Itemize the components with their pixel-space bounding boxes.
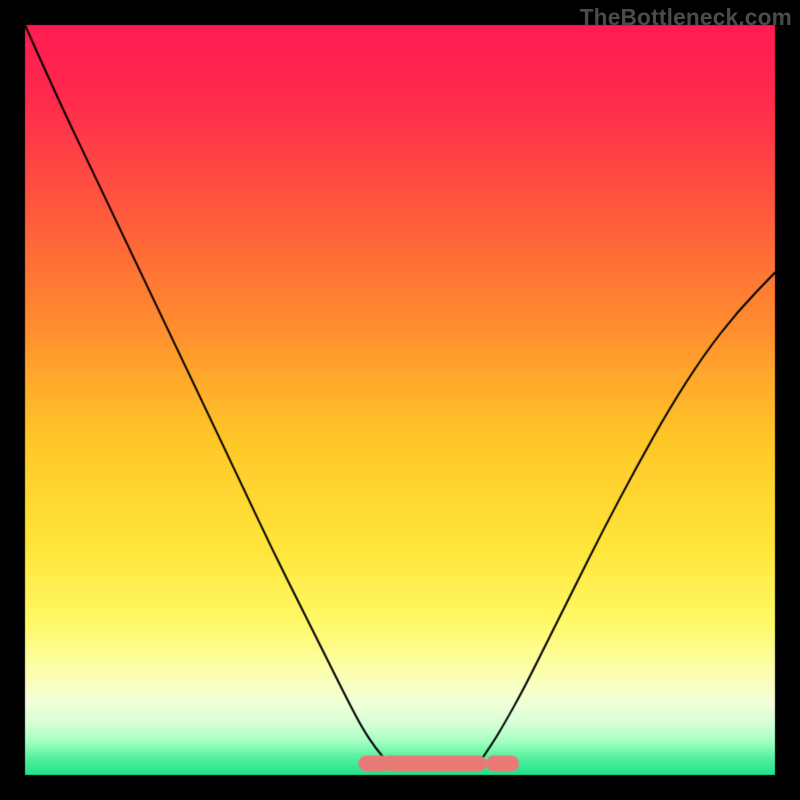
- bottleneck-curve-chart: [0, 0, 800, 800]
- watermark-text: TheBottleneck.com: [580, 4, 792, 31]
- chart-container: TheBottleneck.com: [0, 0, 800, 800]
